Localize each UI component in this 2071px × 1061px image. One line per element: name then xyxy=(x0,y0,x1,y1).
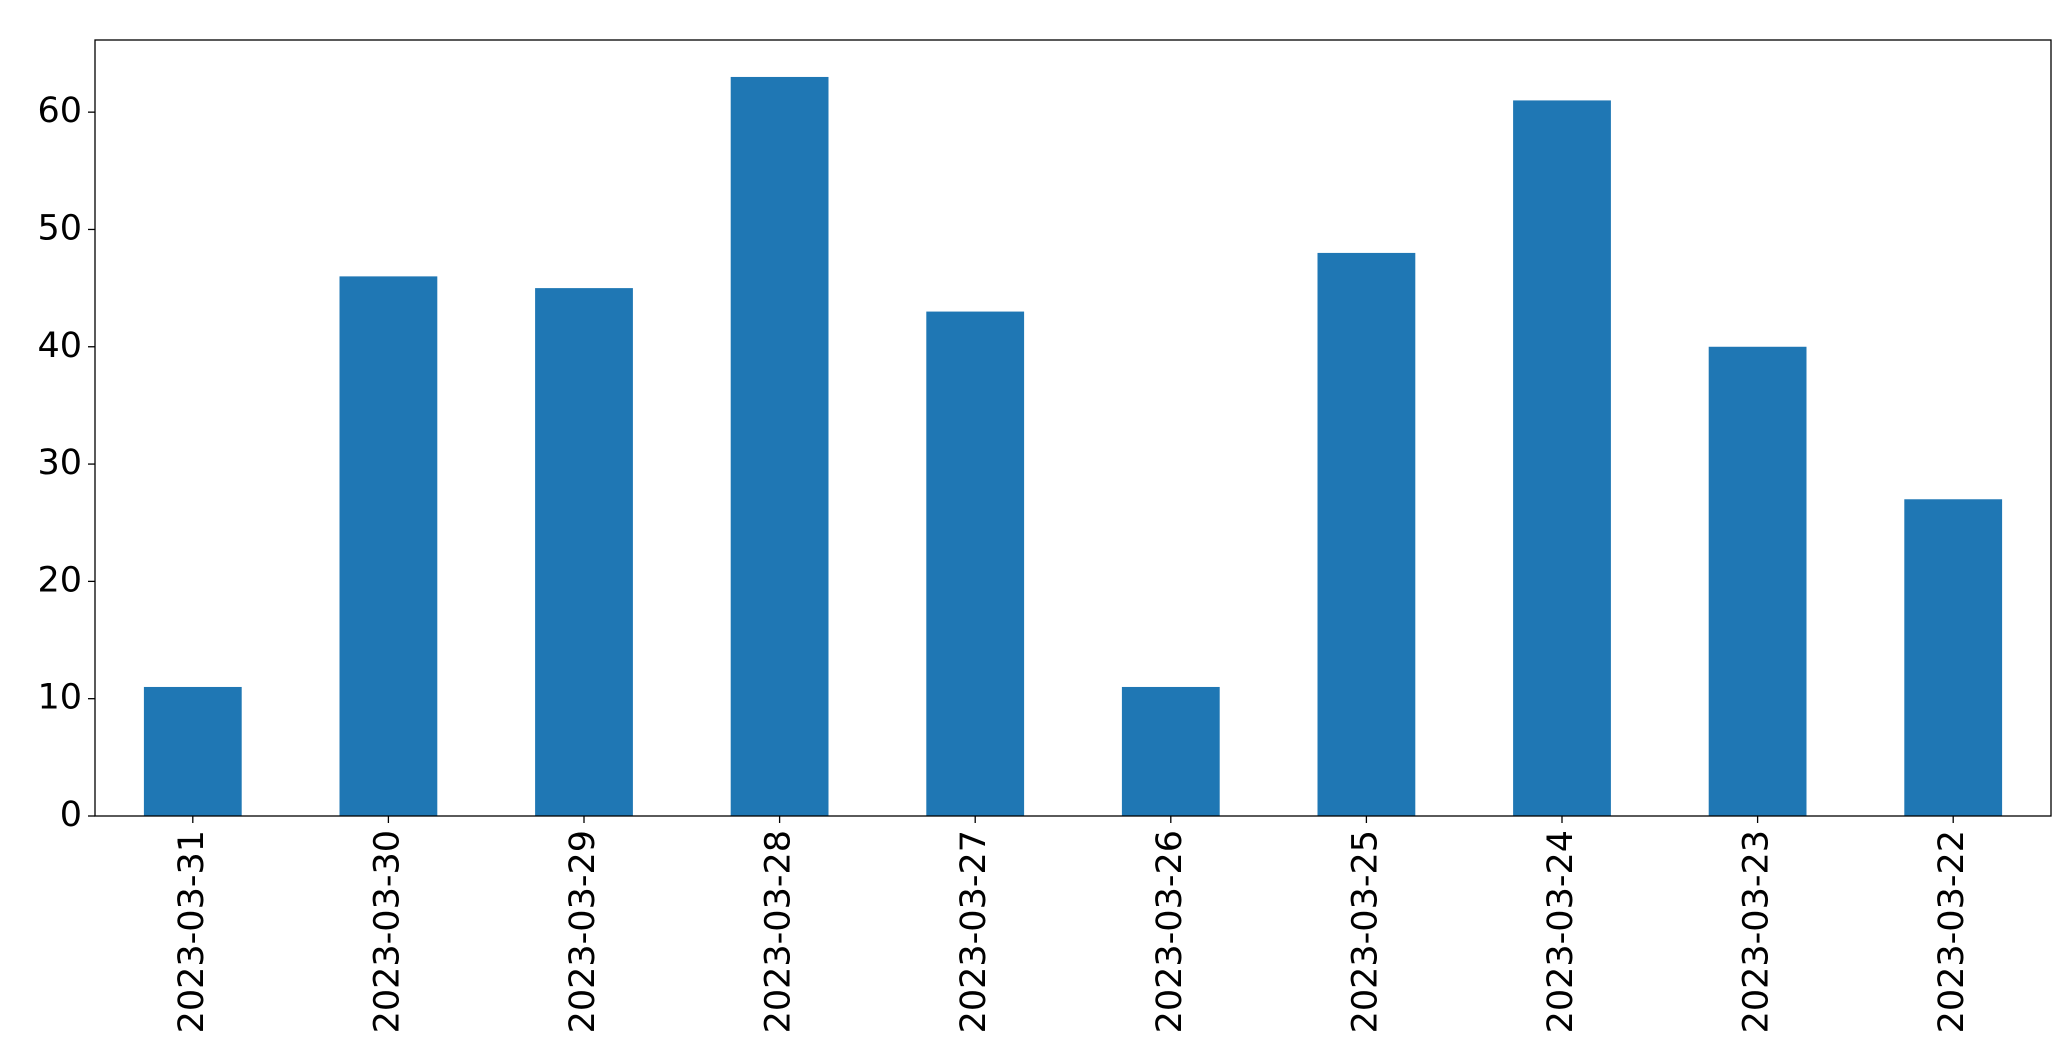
x-tick-label: 2023-03-30 xyxy=(367,830,407,1033)
bar xyxy=(926,311,1025,816)
bar xyxy=(339,276,438,816)
x-tick-label: 2023-03-31 xyxy=(172,830,212,1033)
bar xyxy=(1708,346,1807,816)
x-tick-label: 2023-03-25 xyxy=(1345,830,1385,1033)
x-tick-label: 2023-03-28 xyxy=(759,830,799,1033)
bar xyxy=(1513,100,1611,817)
bar xyxy=(1904,499,2003,816)
y-tick-label: 10 xyxy=(37,678,82,718)
x-tick-label: 2023-03-24 xyxy=(1541,830,1581,1033)
bar xyxy=(1121,686,1220,816)
bar xyxy=(535,288,633,816)
y-tick-label: 60 xyxy=(37,91,82,131)
y-tick-label: 30 xyxy=(37,443,82,483)
x-tick-label: 2023-03-27 xyxy=(954,830,994,1033)
x-tick-label: 2023-03-29 xyxy=(563,830,603,1033)
x-tick-label: 2023-03-26 xyxy=(1150,830,1190,1033)
x-tick-label: 2023-03-23 xyxy=(1737,830,1777,1033)
y-tick-label: 0 xyxy=(60,795,82,835)
y-tick-label: 40 xyxy=(37,326,82,366)
x-tick-label: 2023-03-22 xyxy=(1932,830,1972,1033)
plot-frame xyxy=(94,39,2052,817)
y-tick-label: 50 xyxy=(37,208,82,248)
y-tick-label: 20 xyxy=(37,560,82,600)
bar xyxy=(143,686,242,816)
bar xyxy=(1317,252,1416,816)
bar xyxy=(730,76,829,816)
